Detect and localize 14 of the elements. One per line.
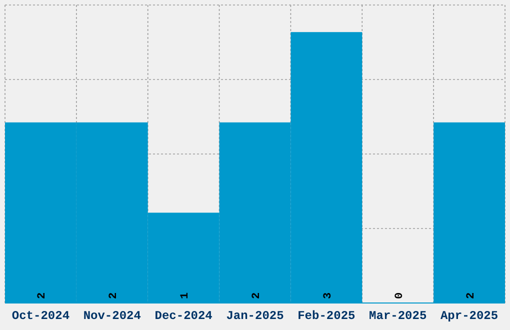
x-tick-label: Oct-2024 (12, 309, 70, 323)
data-label: 3 (322, 292, 334, 299)
data-label: 2 (465, 292, 478, 299)
x-tick-label: Apr-2025 (440, 309, 498, 323)
data-label: 2 (251, 292, 263, 299)
x-tick-label: Feb-2025 (298, 309, 356, 323)
data-label: 2 (108, 292, 120, 299)
x-tick-label: Nov-2024 (83, 309, 141, 323)
x-tick-label: Mar-2025 (369, 309, 427, 323)
data-label: 0 (394, 292, 406, 299)
data-label: 1 (180, 292, 192, 299)
data-label: 2 (36, 292, 49, 299)
x-tick-label: Dec-2024 (154, 309, 212, 323)
x-tick-label: Jan-2025 (226, 309, 284, 323)
